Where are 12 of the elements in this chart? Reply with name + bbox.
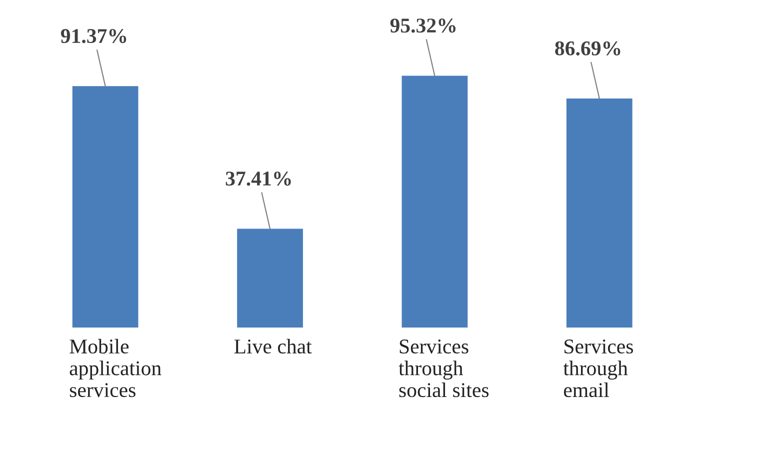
bar: [72, 86, 138, 328]
x-tick-label: Services through email: [563, 340, 633, 398]
data-label: 86.69%: [555, 41, 620, 56]
bar: [237, 228, 303, 328]
data-label: 91.37%: [60, 28, 126, 44]
x-tick-label: Services through social sites: [398, 340, 489, 398]
x-tick-label: Live chat: [234, 338, 312, 354]
x-tick-label: Mobile application services: [70, 338, 162, 398]
data-label: 95.32%: [390, 18, 456, 33]
bar: [402, 76, 468, 328]
bar: [566, 98, 632, 328]
data-label: 37.41%: [226, 172, 291, 186]
